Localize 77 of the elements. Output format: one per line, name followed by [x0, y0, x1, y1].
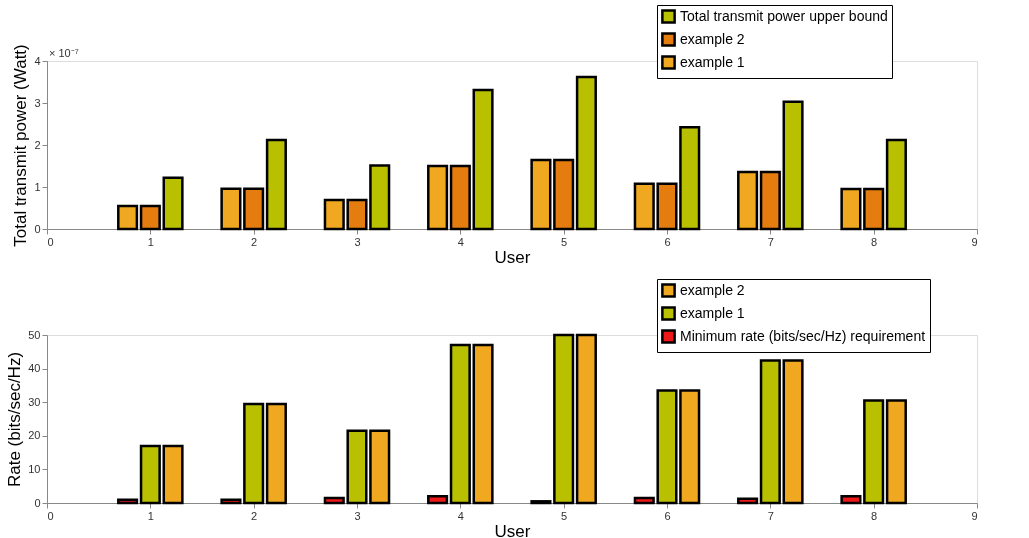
bar	[139, 204, 161, 231]
bar	[265, 138, 287, 231]
bar	[759, 170, 781, 231]
bar	[220, 498, 242, 505]
legend-label: Total transmit power upper bound	[680, 7, 888, 24]
bar	[737, 497, 759, 505]
x-tick-label: 1	[147, 235, 154, 248]
bar	[117, 204, 139, 231]
bar	[840, 187, 862, 231]
bar	[885, 138, 907, 231]
bar	[782, 100, 804, 231]
x-tick-label: 2	[251, 235, 258, 248]
bar	[472, 88, 494, 231]
bar	[162, 444, 184, 505]
y-axis-title: Total transmit power (Watt)	[11, 44, 31, 247]
bar	[575, 75, 597, 231]
bar	[737, 170, 759, 231]
legend-label: example 2	[680, 281, 745, 298]
y-tick-label: 1	[34, 180, 41, 193]
bar	[427, 164, 449, 231]
bar	[530, 158, 552, 231]
bar	[553, 333, 575, 505]
x-tick-label: 7	[767, 235, 774, 248]
x-tick-label: 1	[147, 509, 154, 522]
bar	[139, 444, 161, 505]
legend-label: Minimum rate (bits/sec/Hz) requirement	[680, 327, 926, 344]
bar	[840, 495, 862, 505]
bar	[863, 399, 885, 505]
bar	[575, 333, 597, 505]
bar	[220, 187, 242, 231]
bar	[885, 399, 907, 505]
x-axis-title: User	[494, 521, 531, 538]
legend-label: example 2	[680, 30, 745, 47]
x-tick-label: 9	[971, 509, 978, 522]
x-tick-label: 8	[871, 509, 878, 522]
x-tick-label: 0	[47, 235, 54, 248]
bar	[863, 187, 885, 231]
y-tick-label: 0	[34, 496, 41, 509]
y-axis-title: Rate (bits/sec/Hz)	[5, 351, 25, 488]
legend-label: example 1	[680, 304, 745, 321]
y-tick-label: 10	[28, 462, 41, 475]
text: × 10⁻⁷	[49, 47, 79, 59]
x-axis-title: User	[494, 247, 531, 267]
x-tick-label: 0	[47, 509, 54, 522]
x-tick-label: 6	[664, 235, 671, 248]
x-tick-label: 9	[971, 235, 978, 248]
bar	[782, 359, 804, 505]
x-tick-label: 4	[457, 509, 464, 522]
bar	[117, 498, 139, 505]
x-tick-label: 8	[871, 235, 878, 248]
y-tick-label: 40	[28, 362, 41, 375]
bar	[243, 402, 265, 505]
x-tick-label: 2	[251, 509, 258, 522]
x-tick-label: 5	[561, 509, 568, 522]
y-tick-label: 30	[28, 395, 41, 408]
x-tick-label: 6	[664, 509, 671, 522]
bar	[472, 343, 494, 505]
bar	[265, 402, 287, 505]
y-tick-label: 0	[34, 222, 41, 235]
bar	[553, 158, 575, 231]
bar	[449, 343, 471, 505]
bar	[427, 495, 449, 505]
y-tick-label: 2	[34, 138, 41, 151]
bar	[243, 187, 265, 231]
x-tick-label: 5	[561, 235, 568, 248]
bar	[759, 359, 781, 505]
x-tick-label: 7	[767, 509, 774, 522]
x-tick-label: 3	[354, 235, 361, 248]
x-tick-label: 4	[457, 235, 464, 248]
legend-label: example 1	[680, 53, 745, 70]
y-tick-label: 50	[28, 328, 41, 341]
y-tick-label: 20	[28, 429, 41, 442]
bar	[449, 164, 471, 231]
x-tick-label: 3	[354, 509, 361, 522]
bar	[162, 176, 184, 231]
y-tick-label: 3	[34, 96, 41, 109]
y-tick-label: 4	[34, 54, 41, 67]
